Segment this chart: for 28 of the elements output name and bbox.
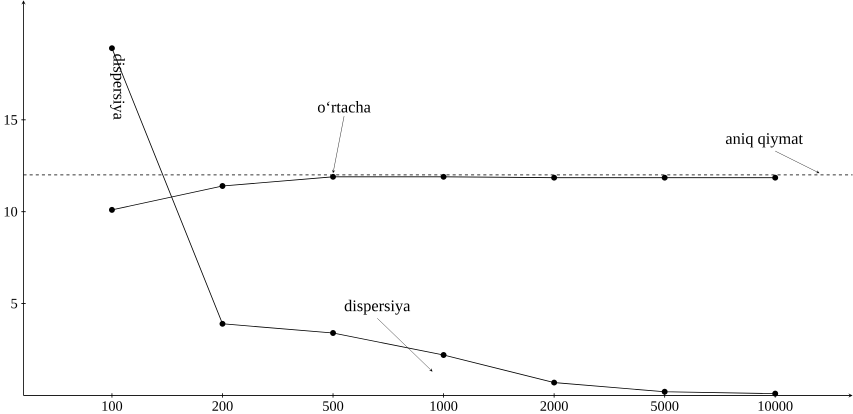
point	[662, 388, 668, 395]
x-tick-label: 500	[323, 401, 344, 411]
x-tick-label: 10000	[758, 401, 793, 411]
point	[772, 174, 778, 181]
point	[220, 320, 226, 327]
point	[330, 174, 336, 180]
point	[662, 174, 668, 181]
x-tick-label: 1000	[430, 401, 458, 411]
x-tick-label: 2000	[540, 401, 568, 411]
point	[220, 182, 226, 189]
series-label: dispersiya	[344, 300, 410, 315]
point	[440, 352, 447, 358]
annotation: dispersiya	[110, 54, 125, 120]
point	[551, 174, 558, 181]
y-tick-label: 5	[11, 298, 18, 308]
point	[440, 174, 447, 180]
point	[772, 390, 778, 396]
y-tick-label: 10	[4, 206, 18, 216]
y-tick-label: 15	[4, 114, 18, 124]
point	[551, 379, 558, 386]
x-tick-label: 5000	[651, 401, 678, 411]
point	[108, 206, 115, 213]
ref-line-label: aniq qiymat	[726, 132, 803, 148]
text: o‘rtacha	[318, 100, 371, 112]
point	[330, 330, 336, 336]
point	[108, 45, 115, 51]
x-tick-label: 200	[212, 401, 233, 411]
x-tick-label: 100	[102, 401, 122, 411]
